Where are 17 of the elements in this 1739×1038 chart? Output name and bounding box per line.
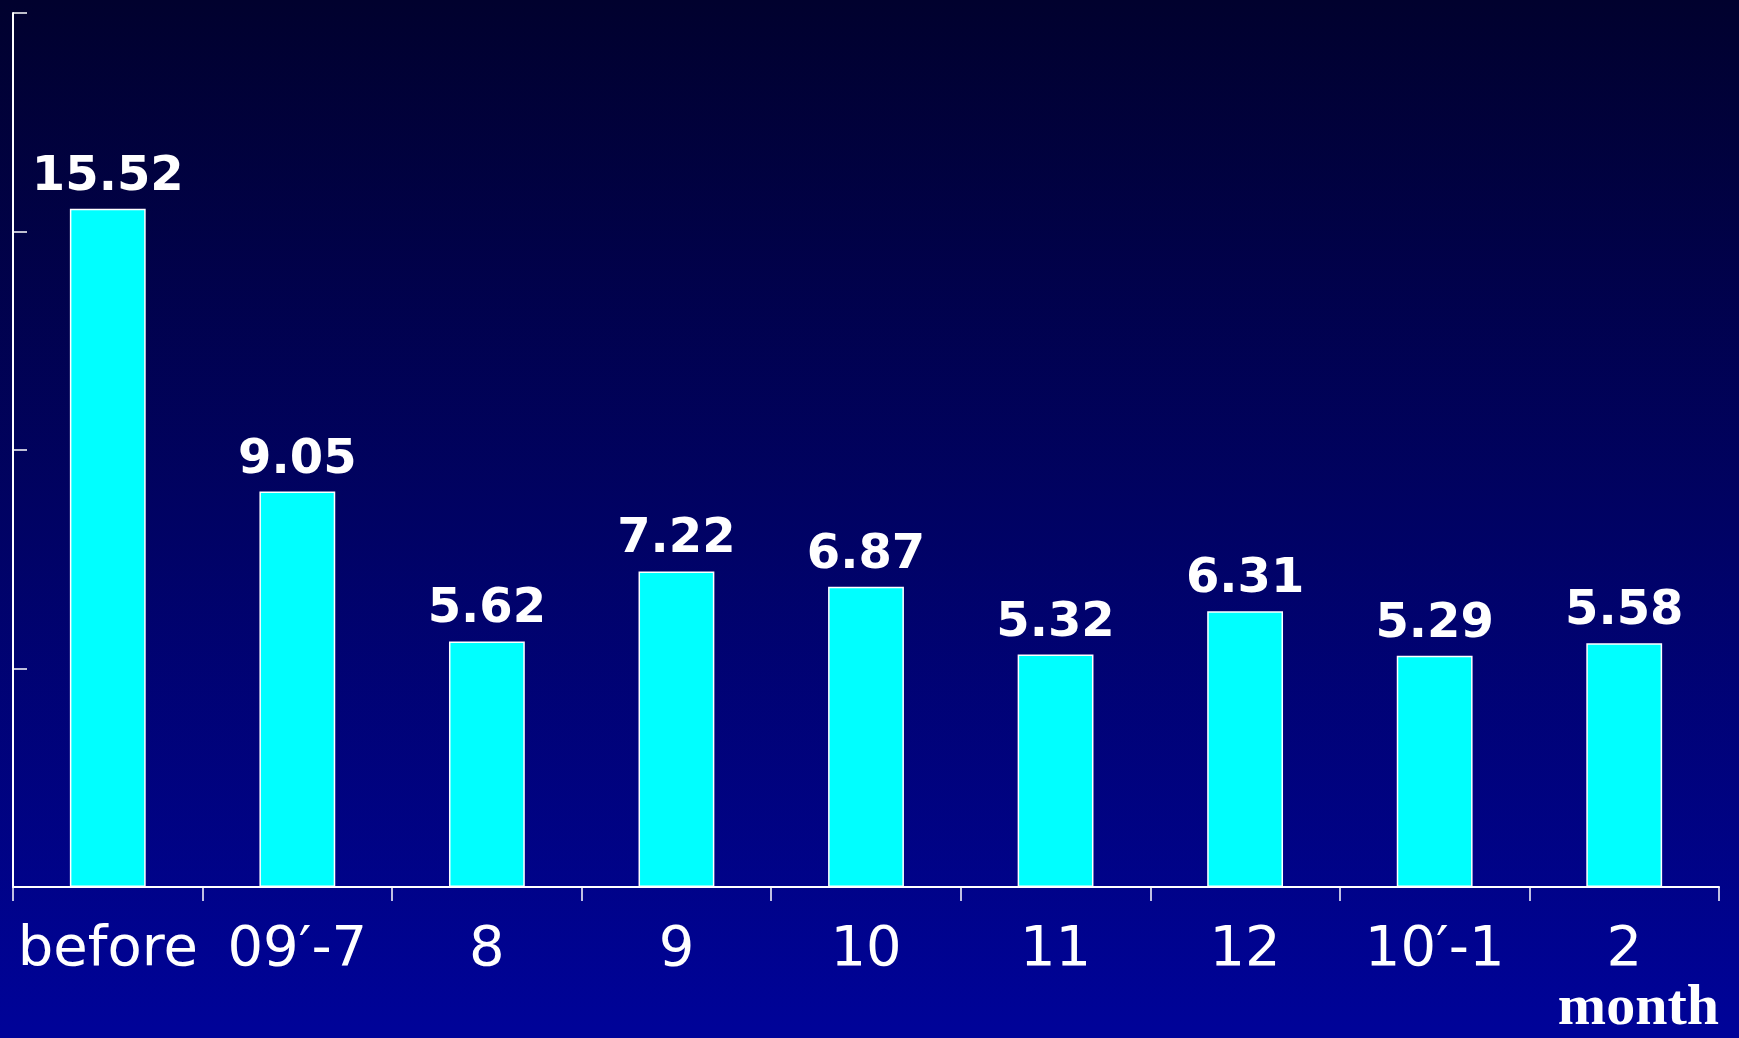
- data-label: 6.87: [806, 522, 926, 579]
- x-tick-label: 8: [469, 912, 505, 978]
- x-tick-label: 11: [1019, 912, 1092, 978]
- x-tick-label: 12: [1209, 912, 1281, 978]
- data-label: 6.31: [1185, 547, 1305, 604]
- data-label: 5.62: [427, 577, 547, 634]
- x-tick-label: 10: [830, 912, 902, 978]
- data-label: 5.29: [1375, 591, 1494, 648]
- x-tick-label: before: [17, 912, 198, 978]
- data-label: 5.32: [996, 590, 1115, 647]
- x-tick-label: 9: [658, 912, 695, 978]
- data-label: 5.58: [1565, 579, 1684, 636]
- data-label: 9.05: [238, 427, 357, 484]
- data-label: 7.22: [617, 507, 736, 564]
- data-label: 15.52: [31, 144, 184, 201]
- x-tick-label: 10′-1: [1364, 912, 1505, 978]
- x-tick-label: 09′-7: [227, 912, 368, 978]
